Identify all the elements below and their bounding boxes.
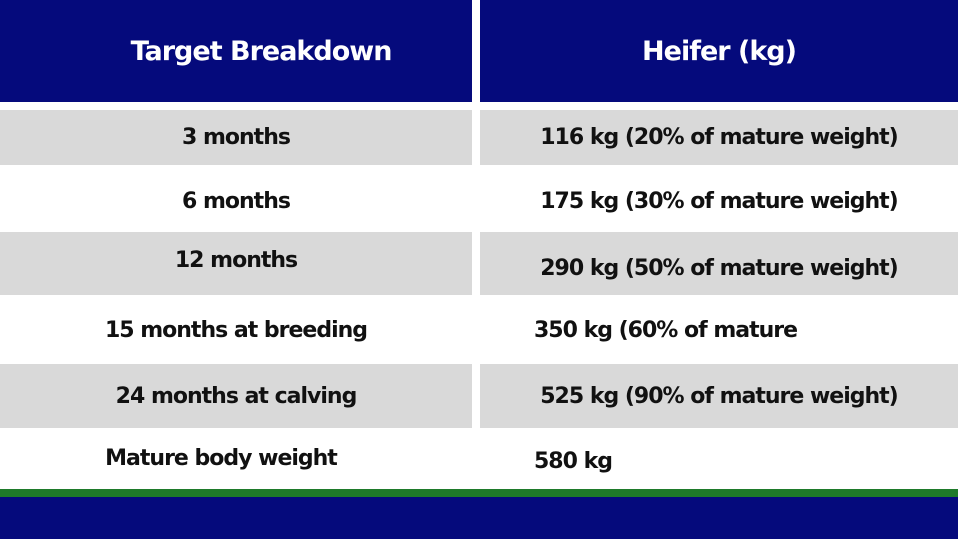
cell-text: 24 months at calving: [115, 383, 358, 409]
cell-text: Mature body weight: [105, 445, 338, 471]
row-6-label: Mature body weight: [0, 430, 472, 486]
row-4-label: 15 months at breeding: [0, 300, 472, 360]
row-2-value: 175 kg (30% of mature weight): [480, 172, 958, 230]
row-1-value: 116 kg (20% of mature weight): [480, 110, 958, 165]
cell-text: 12 months: [174, 248, 298, 273]
row-5-value: 525 kg (90% of mature weight): [480, 364, 958, 428]
cell-text: 6 months: [182, 188, 291, 214]
cell-text: 580 kg: [534, 448, 613, 474]
footer-bar: [0, 497, 958, 539]
cell-text: 116 kg (20% of mature weight): [540, 125, 898, 150]
row-3-label: 12 months: [0, 232, 472, 295]
row-1-label: 3 months: [0, 110, 472, 165]
row-2-label: 6 months: [0, 172, 472, 230]
header-label: Target Breakdown: [130, 35, 393, 67]
header-heifer: Heifer (kg): [480, 0, 958, 102]
row-4-value: 350 kg (60% of mature: [480, 300, 958, 360]
row-5-label: 24 months at calving: [0, 364, 472, 428]
cell-text: 350 kg (60% of mature: [534, 317, 798, 343]
accent-line: [0, 489, 958, 497]
row-3-value: 290 kg (50% of mature weight): [480, 232, 958, 295]
header-label: Heifer (kg): [642, 35, 797, 67]
cell-text: 175 kg (30% of mature weight): [540, 188, 898, 214]
cell-text: 15 months at breeding: [104, 317, 368, 343]
header-target-breakdown: Target Breakdown: [0, 0, 472, 102]
cell-text: 290 kg (50% of mature weight): [540, 256, 898, 281]
row-6-value: 580 kg: [480, 432, 958, 490]
cell-text: 525 kg (90% of mature weight): [540, 383, 898, 409]
cell-text: 3 months: [182, 125, 291, 150]
